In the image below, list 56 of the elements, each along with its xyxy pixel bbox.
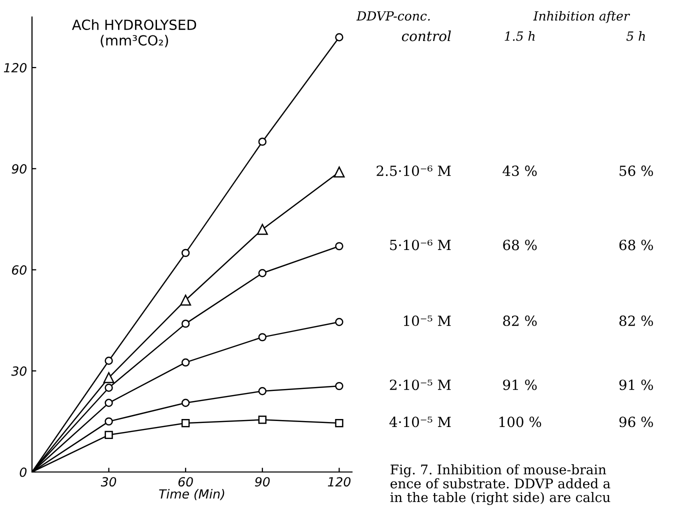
y-tick-label: 30 xyxy=(11,366,27,376)
text: control xyxy=(402,30,451,42)
point xyxy=(182,419,190,428)
text: 43 % xyxy=(502,166,537,176)
x-tick-label: 30 xyxy=(100,477,116,487)
point xyxy=(258,138,266,146)
point xyxy=(334,166,345,178)
point xyxy=(258,269,266,278)
point xyxy=(180,294,192,306)
point xyxy=(335,318,344,326)
point xyxy=(258,333,266,342)
text: 10⁻⁵ M xyxy=(404,316,451,326)
caption: Fig. 7. Inhibition of mouse-brain ence of substrate. DDVP added a in the table (right side) are calcu xyxy=(390,464,610,505)
point xyxy=(104,356,113,365)
text: 56 % xyxy=(620,166,653,176)
point xyxy=(182,248,190,258)
point xyxy=(104,417,113,426)
x-axis-title: Time (Min) xyxy=(159,488,224,500)
text: 82 % xyxy=(619,316,653,326)
text: Inhibition after xyxy=(533,10,630,24)
point xyxy=(335,33,344,42)
point xyxy=(104,384,113,392)
point xyxy=(103,372,114,384)
text: DDVP-conc. xyxy=(356,11,430,21)
y-tick-label: 120 xyxy=(4,63,27,72)
point xyxy=(258,387,266,396)
text: 1.5 h xyxy=(504,31,535,41)
point xyxy=(182,398,190,408)
point xyxy=(258,416,266,424)
text: 4·10⁻⁵ M xyxy=(389,416,451,428)
y-tick-label: 0 xyxy=(20,467,27,477)
text: 68 % xyxy=(619,240,653,250)
text: 5 h xyxy=(626,31,645,41)
y-axis-title: ACh HYDROLYSED (mm³CO₂) xyxy=(72,19,196,48)
point xyxy=(335,382,344,390)
text: 2·10⁻⁵ M xyxy=(390,380,451,390)
text: 82 % xyxy=(503,316,537,326)
point xyxy=(104,398,113,408)
point xyxy=(256,224,268,235)
text: 100 % xyxy=(499,416,542,428)
x-tick-label: 90 xyxy=(254,477,270,487)
text: 68 % xyxy=(503,240,537,250)
point xyxy=(335,242,344,250)
text: 91 % xyxy=(503,380,537,390)
text: 96 % xyxy=(619,416,653,428)
y-tick-label: 90 xyxy=(12,164,27,174)
point xyxy=(335,419,344,428)
y-tick-label: 60 xyxy=(12,265,27,275)
point xyxy=(182,358,190,367)
text: 5·10⁻⁶ M xyxy=(390,240,451,250)
x-tick-label: 60 xyxy=(178,477,193,487)
text: 2.5·10⁻⁶ M xyxy=(376,166,451,176)
point xyxy=(182,320,190,328)
x-tick-label: 120 xyxy=(328,477,350,487)
text: 91 % xyxy=(619,380,653,390)
point xyxy=(104,430,113,440)
